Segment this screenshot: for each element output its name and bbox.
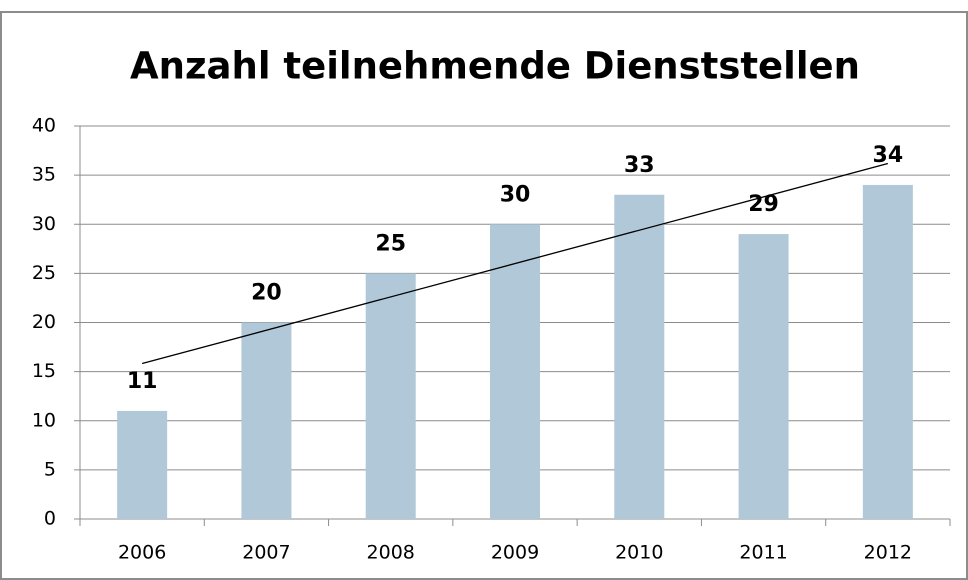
x-tick-label: 2008: [367, 542, 415, 564]
bar: [862, 184, 913, 519]
data-label: 30: [500, 182, 531, 207]
y-tick-label: 10: [32, 409, 56, 431]
bar: [490, 224, 540, 519]
y-tick-label: 30: [32, 213, 56, 235]
y-tick-label: 40: [32, 115, 56, 137]
y-tick-label: 35: [32, 164, 56, 186]
x-tick-label: 2006: [118, 542, 166, 564]
x-tick-label: 2011: [739, 542, 787, 564]
bar: [241, 322, 292, 519]
x-tick-label: 2007: [242, 542, 290, 564]
y-tick-label: 25: [32, 262, 56, 284]
x-tick-label: 2010: [615, 542, 663, 564]
bar: [738, 234, 789, 519]
data-label: 33: [624, 153, 655, 178]
x-tick-label: 2009: [491, 542, 539, 564]
data-label: 11: [127, 369, 158, 394]
bar: [117, 410, 168, 519]
trend-line: [141, 162, 889, 365]
y-tick-label: 5: [44, 458, 56, 480]
y-tick-label: 20: [32, 311, 56, 333]
chart-title: Anzahl teilnehmende Dienststellen: [130, 45, 860, 88]
bar: [614, 194, 665, 519]
data-label: 20: [251, 281, 282, 306]
y-tick-label: 15: [32, 360, 56, 382]
data-label: 25: [375, 231, 406, 256]
x-tick-label: 2012: [864, 542, 912, 564]
bar: [365, 273, 416, 519]
data-label: 29: [748, 192, 779, 217]
y-tick-label: 0: [44, 508, 56, 530]
